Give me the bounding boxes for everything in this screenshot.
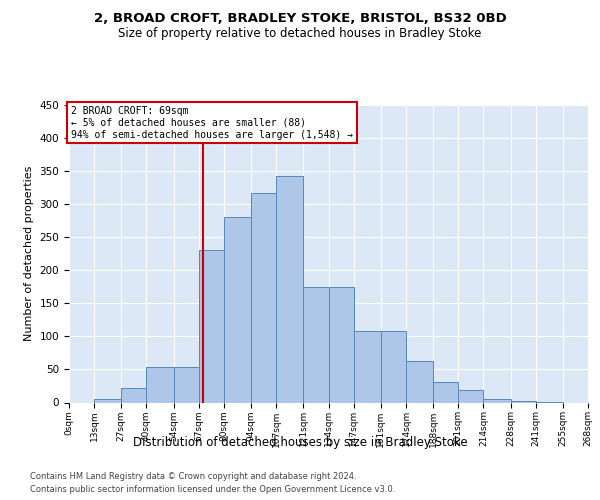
Bar <box>381 331 406 402</box>
Bar <box>484 398 511 402</box>
Bar <box>146 368 173 402</box>
Bar <box>353 331 381 402</box>
Bar <box>511 401 536 402</box>
Bar <box>304 287 329 403</box>
Text: Contains public sector information licensed under the Open Government Licence v3: Contains public sector information licen… <box>30 485 395 494</box>
Text: Size of property relative to detached houses in Bradley Stoke: Size of property relative to detached ho… <box>118 28 482 40</box>
Bar <box>224 218 251 402</box>
Bar <box>173 368 199 402</box>
Y-axis label: Number of detached properties: Number of detached properties <box>24 166 34 342</box>
Bar <box>406 361 433 403</box>
Text: 2 BROAD CROFT: 69sqm
← 5% of detached houses are smaller (88)
94% of semi-detach: 2 BROAD CROFT: 69sqm ← 5% of detached ho… <box>71 106 353 140</box>
Bar <box>251 193 276 402</box>
Bar <box>276 176 304 402</box>
Text: Contains HM Land Registry data © Crown copyright and database right 2024.: Contains HM Land Registry data © Crown c… <box>30 472 356 481</box>
Bar <box>329 287 353 403</box>
Bar <box>433 382 458 402</box>
Bar <box>199 250 224 402</box>
Text: 2, BROAD CROFT, BRADLEY STOKE, BRISTOL, BS32 0BD: 2, BROAD CROFT, BRADLEY STOKE, BRISTOL, … <box>94 12 506 26</box>
Bar <box>121 388 146 402</box>
Bar <box>458 390 484 402</box>
Text: Distribution of detached houses by size in Bradley Stoke: Distribution of detached houses by size … <box>133 436 467 449</box>
Bar <box>94 399 121 402</box>
